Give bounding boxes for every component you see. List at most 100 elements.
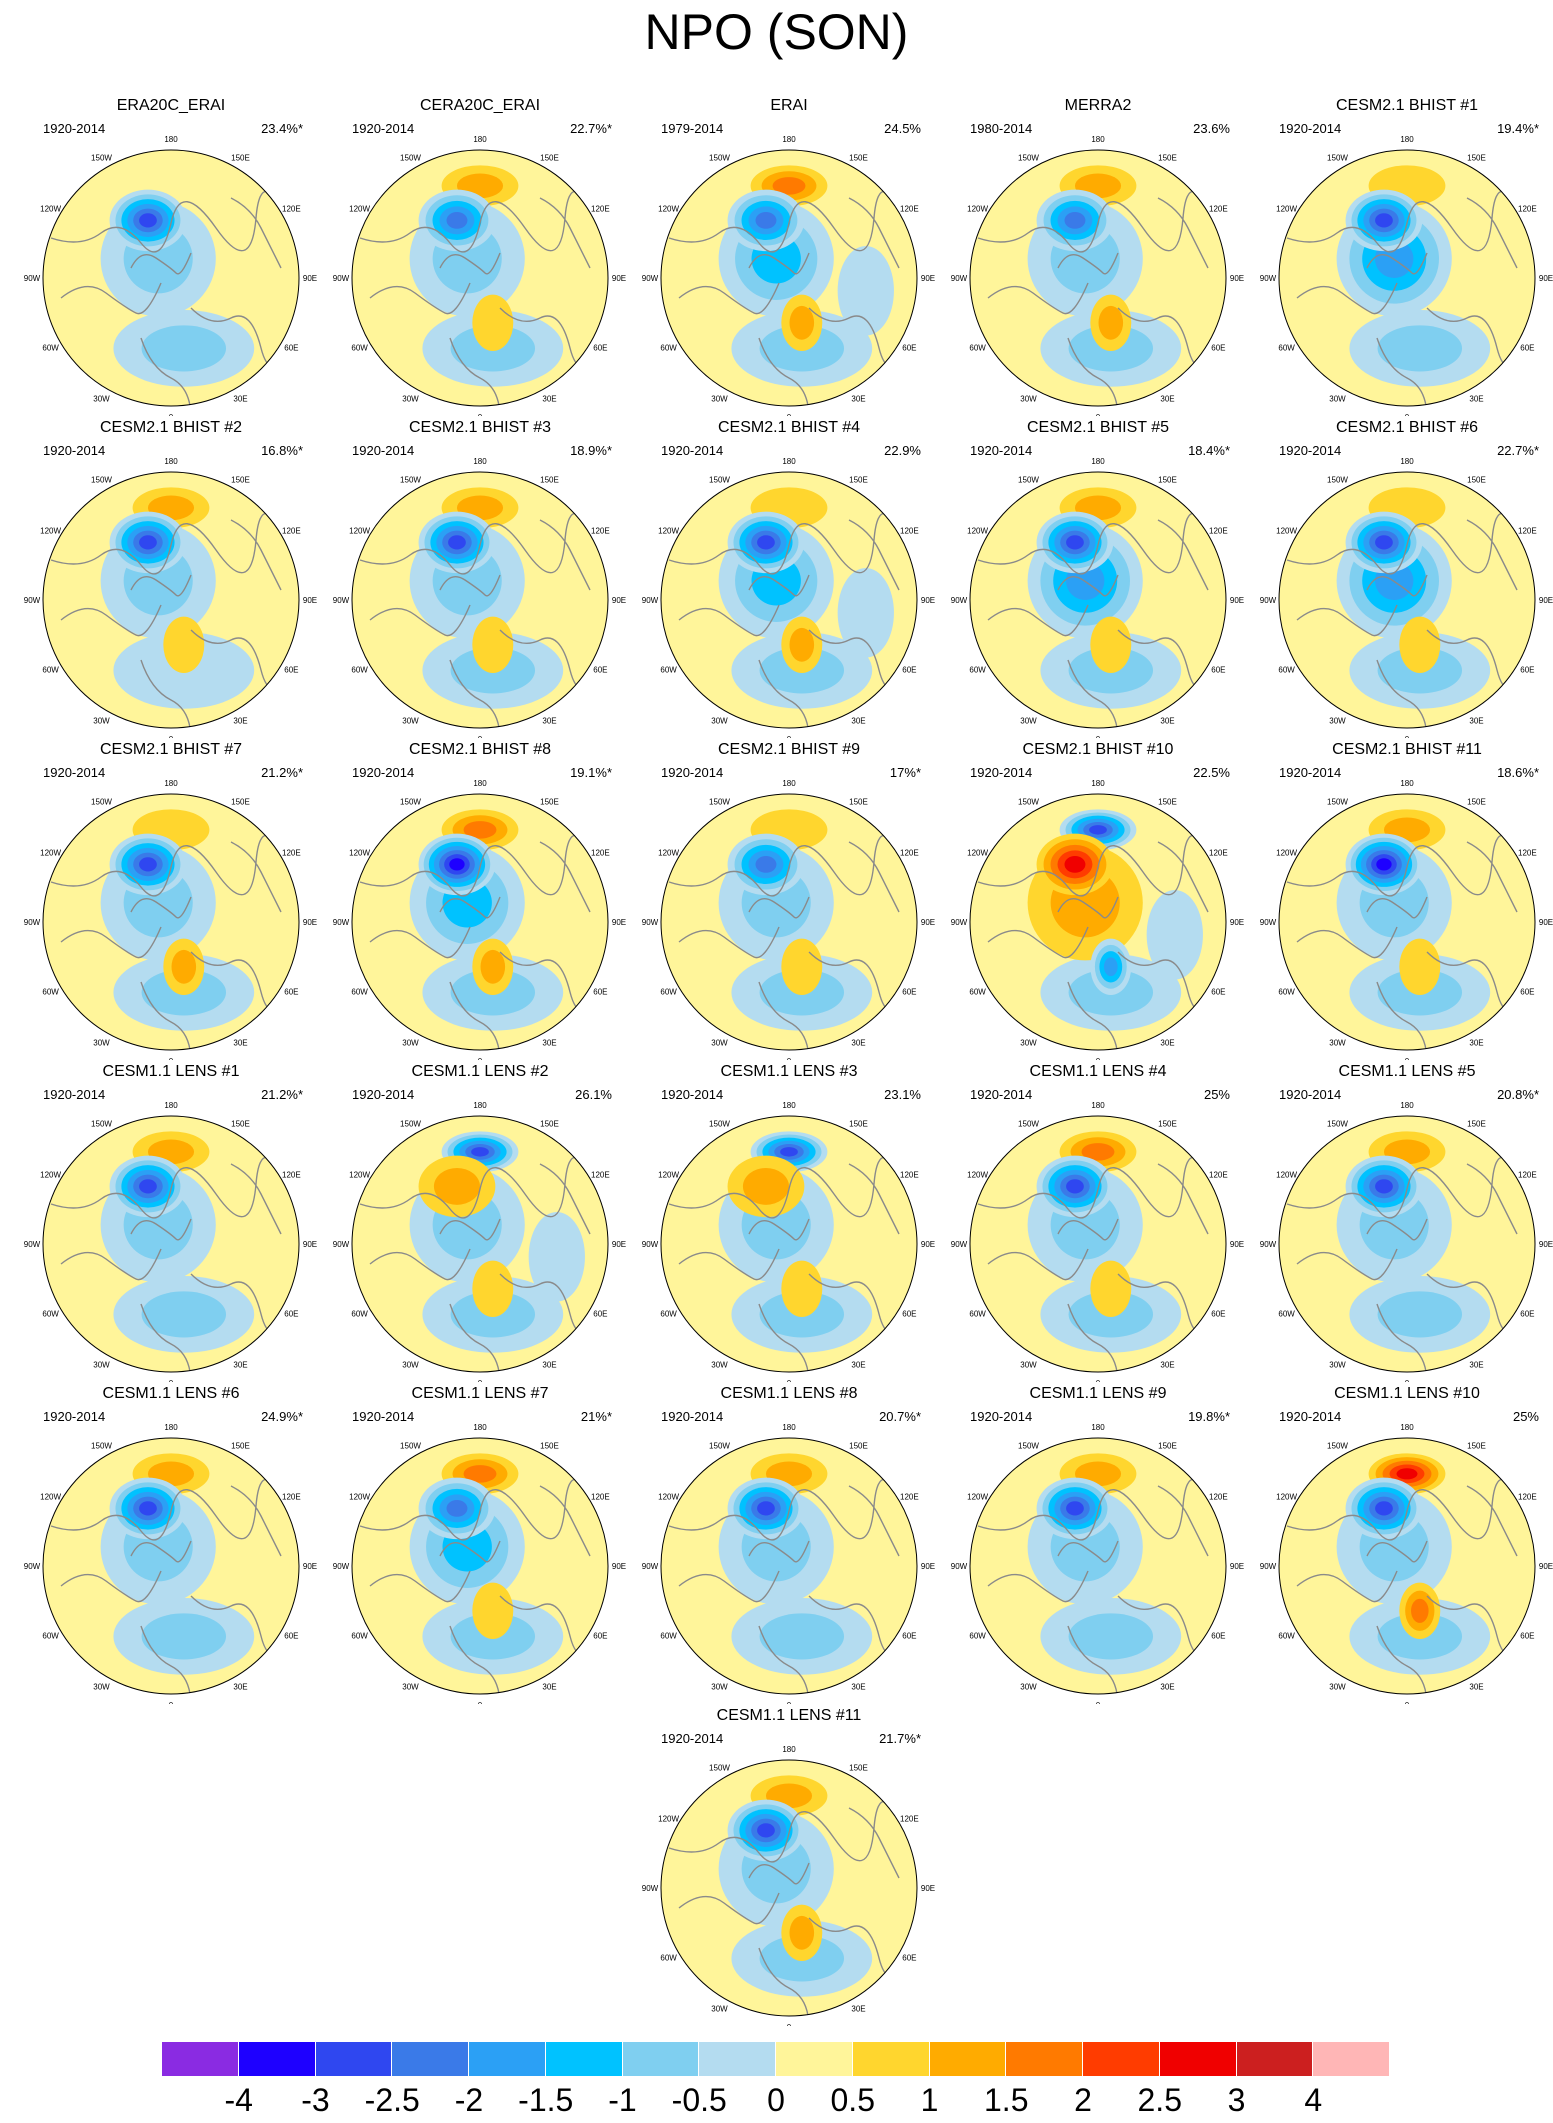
- longitude-label: 60E: [902, 1954, 916, 1963]
- longitude-label: 60W: [1278, 1632, 1295, 1641]
- anomaly-contour: [448, 535, 466, 550]
- panel-title: CESM1.1 LENS #6: [102, 1385, 240, 1402]
- longitude-label: 60E: [593, 1632, 607, 1641]
- map-panel: CESM2.1 BHIST #11 1920-2014 18.6%* 180 150E 1…: [1257, 740, 1553, 1060]
- longitude-label: 0: [787, 2023, 792, 2026]
- longitude-label: 60W: [42, 988, 59, 997]
- longitude-label: 120W: [1276, 849, 1297, 858]
- anomaly-contour: [446, 1500, 468, 1517]
- map-panel: CESM2.1 BHIST #7 1920-2014 21.2%* 180 150E 12…: [21, 740, 321, 1060]
- anomaly-contour: [755, 856, 777, 873]
- panel-period: 1920-2014: [43, 443, 106, 458]
- panel-title: CESM2.1 BHIST #10: [1022, 741, 1174, 758]
- map-panel: CESM1.1 LENS #2 1920-2014 26.1% 180 150E 120E…: [330, 1062, 630, 1382]
- panel-title: CESM2.1 BHIST #2: [100, 419, 242, 436]
- map-panel: CESM1.1 LENS #7 1920-2014 21%* 180 150E 120E 9…: [330, 1384, 630, 1704]
- panel-title: CESM1.1 LENS #1: [102, 1063, 240, 1080]
- panel-period: 1920-2014: [1279, 1409, 1342, 1424]
- longitude-label: 30W: [402, 394, 419, 403]
- longitude-label: 60W: [969, 666, 986, 675]
- anomaly-contour: [1399, 616, 1441, 673]
- longitude-label: 120W: [40, 527, 61, 536]
- panel-title: CESM2.1 BHIST #3: [409, 419, 551, 436]
- longitude-label: 0: [787, 1701, 792, 1704]
- coastline: [977, 1478, 1224, 1694]
- longitude-label: 90E: [303, 596, 317, 605]
- longitude-label: 120E: [282, 1171, 301, 1180]
- longitude-label: 120E: [282, 527, 301, 536]
- longitude-label: 30W: [1329, 1682, 1346, 1691]
- longitude-label: 60E: [1211, 666, 1225, 675]
- anomaly-contour: [1376, 858, 1392, 871]
- map-panel: CESM2.1 BHIST #4 1920-2014 22.9% 180 150E 120…: [639, 418, 939, 738]
- panel-period: 1920-2014: [352, 121, 415, 136]
- panel-variance-pct: 19.4%*: [1497, 121, 1539, 136]
- longitude-label: 150E: [1467, 798, 1486, 807]
- longitude-label: 60W: [969, 344, 986, 353]
- longitude-label: 150W: [1018, 1120, 1039, 1129]
- anomaly-contour: [141, 1613, 227, 1660]
- colorbar-tick-label: 1: [920, 2082, 939, 2118]
- anomaly-contour: [789, 305, 815, 340]
- longitude-label: 120E: [1518, 527, 1537, 536]
- longitude-label: 120W: [349, 205, 370, 214]
- longitude-label: 30E: [1160, 1038, 1174, 1047]
- longitude-label: 30W: [711, 394, 728, 403]
- colorbar: [162, 2042, 1390, 2076]
- map-boundary: [660, 149, 918, 407]
- longitude-label: 150E: [1467, 1442, 1486, 1451]
- coastline: [50, 1156, 297, 1372]
- longitude-label: 60E: [593, 344, 607, 353]
- anomaly-contour: [1090, 1260, 1132, 1317]
- longitude-label: 120E: [1209, 1171, 1228, 1180]
- longitude-label: 60E: [1520, 1632, 1534, 1641]
- longitude-label: 180: [473, 1423, 487, 1432]
- longitude-label: 60W: [660, 1632, 677, 1641]
- anomaly-contour: [480, 949, 506, 984]
- coastline: [977, 190, 1224, 406]
- longitude-label: 60E: [902, 666, 916, 675]
- anomaly-contour: [463, 1465, 497, 1483]
- longitude-label: 30W: [402, 716, 419, 725]
- anomaly-contour: [781, 938, 823, 995]
- longitude-label: 120E: [1518, 1171, 1537, 1180]
- longitude-label: 90W: [951, 596, 968, 605]
- map-boundary: [660, 471, 918, 729]
- longitude-label: 90W: [333, 596, 350, 605]
- map-boundary: [969, 471, 1227, 729]
- longitude-label: 30W: [93, 716, 110, 725]
- longitude-label: 30E: [1469, 1038, 1483, 1047]
- map-panel: CESM1.1 LENS #3 1920-2014 23.1% 180 150E 120E…: [639, 1062, 939, 1382]
- panel-variance-pct: 25%: [1512, 1409, 1539, 1424]
- panel-period: 1920-2014: [661, 443, 724, 458]
- anomaly-contour: [449, 858, 465, 871]
- longitude-label: 60W: [351, 666, 368, 675]
- longitude-label: 30E: [542, 1360, 556, 1369]
- panel-period: 1920-2014: [970, 1087, 1033, 1102]
- anomaly-contour: [1377, 1291, 1463, 1338]
- coastline: [977, 1156, 1224, 1372]
- polar-map: 180 150E 120E 90E 60E 30E 0 30W 60W 90W 120W 150W: [1260, 779, 1553, 1060]
- longitude-label: 150E: [540, 154, 559, 163]
- longitude-label: 90W: [642, 1240, 659, 1249]
- longitude-label: 90E: [303, 1562, 317, 1571]
- longitude-label: 150W: [400, 476, 421, 485]
- colorbar-tick-label: -2: [454, 2082, 484, 2118]
- panel-period: 1920-2014: [661, 765, 724, 780]
- longitude-label: 90W: [24, 1240, 41, 1249]
- panel-period: 1920-2014: [352, 443, 415, 458]
- colorbar-swatch: [776, 2042, 853, 2076]
- anomaly-contour: [472, 616, 514, 673]
- anomaly-contour: [1375, 213, 1393, 228]
- colorbar-swatch: [1083, 2042, 1160, 2076]
- panel-variance-pct: 21.2%*: [261, 765, 303, 780]
- longitude-label: 150W: [91, 154, 112, 163]
- longitude-label: 30E: [542, 394, 556, 403]
- panel-variance-pct: 18.4%*: [1188, 443, 1230, 458]
- anomaly-contour: [1089, 825, 1107, 835]
- longitude-label: 60W: [42, 1310, 59, 1319]
- figure-title: NPO (SON): [644, 4, 909, 60]
- panel-period: 1920-2014: [661, 1731, 724, 1746]
- longitude-label: 120W: [40, 849, 61, 858]
- longitude-label: 60W: [351, 344, 368, 353]
